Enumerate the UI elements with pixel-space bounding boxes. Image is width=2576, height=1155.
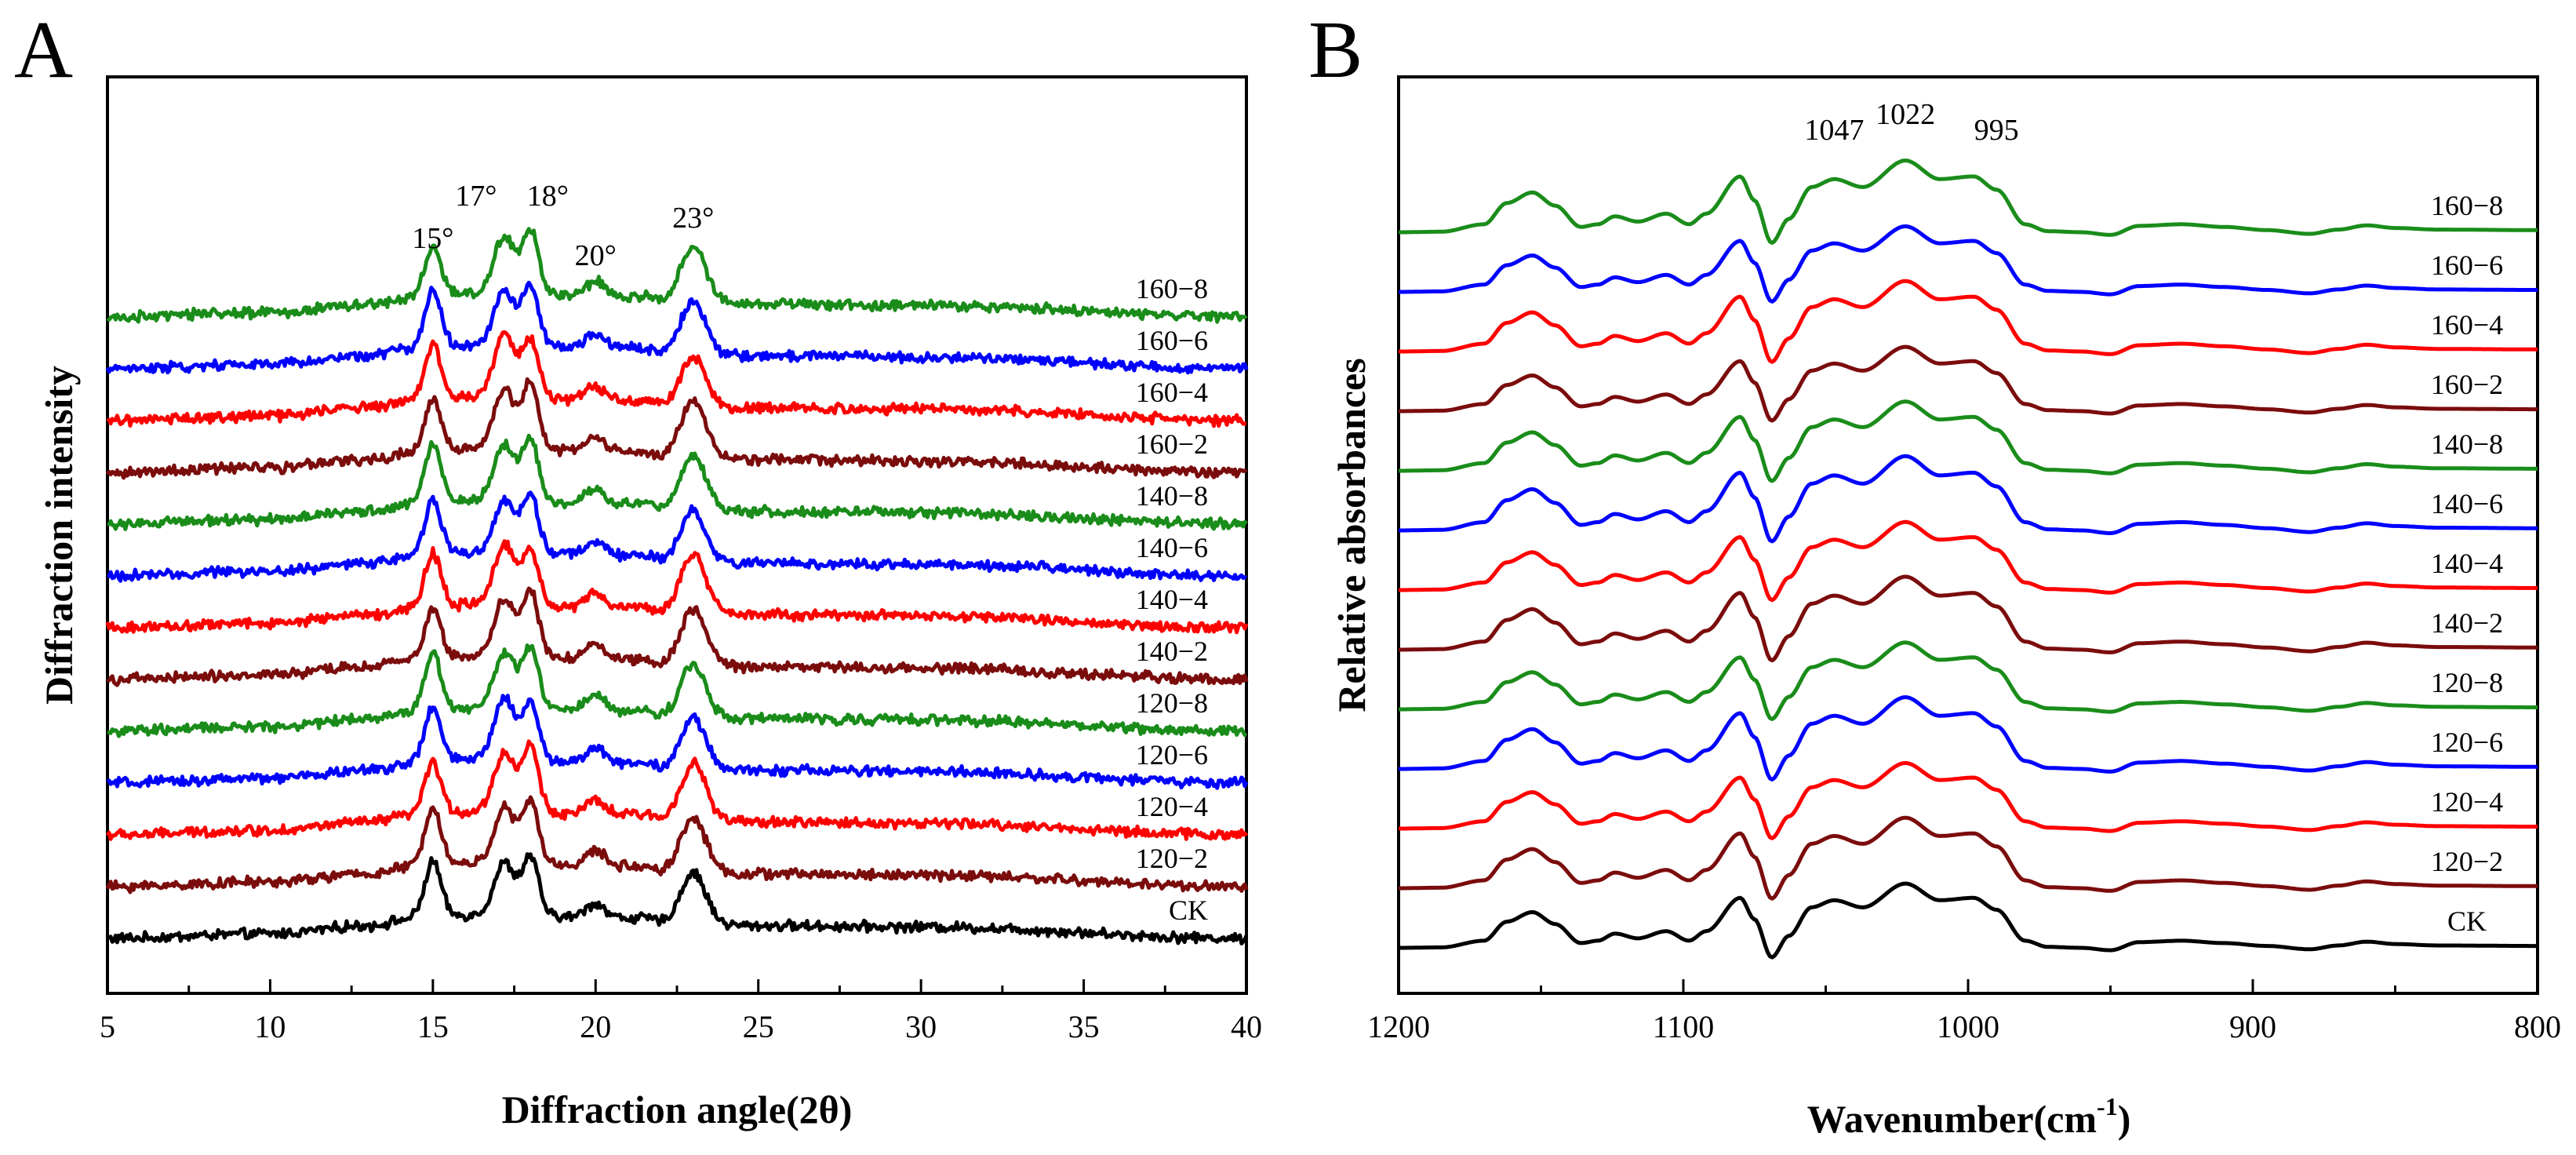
panel-a-series-label-120-2: 120−2 <box>1136 843 1208 874</box>
panel-a-series-label-120-6: 120−6 <box>1136 739 1208 771</box>
panel-a-series-line-120-4 <box>105 739 1249 841</box>
panel-b-series-label-160-6: 160−6 <box>2431 250 2503 281</box>
panel-b-plot-frame <box>1397 75 2539 995</box>
panel-b-series-line-140-8 <box>1399 399 2538 483</box>
panel-a-series-line-120-2 <box>105 795 1249 894</box>
panel-a-series-label-140-2: 140−2 <box>1136 636 1208 667</box>
panel-b-series-label-120-6: 120−6 <box>2431 727 2503 758</box>
panel-b-x-tick-label: 900 <box>2229 1009 2276 1044</box>
panel-a-series-label-120-8: 120−8 <box>1136 687 1208 719</box>
panel-a-series-line-140-4 <box>105 539 1249 635</box>
panel-b-x-tick-label: 1100 <box>1653 1009 1715 1044</box>
panel-b-series-label-140-8: 140−8 <box>2431 428 2503 460</box>
panel-b-series-line-160-4 <box>1399 279 2538 364</box>
panel-b-series-line-120-6 <box>1399 695 2538 782</box>
panel-a-peak-label: 23° <box>672 202 714 235</box>
panel-a-series-line-120-6 <box>106 694 1249 790</box>
panel-b-peak-label: 1022 <box>1876 98 1935 131</box>
panel-a: A 5 10 15 20 25 30 35 40 CK 120−2 120−4 120−6 120−8… <box>14 5 1262 1131</box>
panel-b-series-label-160-8: 160−8 <box>2431 190 2503 221</box>
panel-a-series-label-140-6: 140−6 <box>1136 532 1208 563</box>
panel-a-letter: A <box>14 5 73 95</box>
panel-a-x-tick-label: 20 <box>580 1009 611 1044</box>
panel-a-series-line-160-2 <box>105 377 1248 480</box>
panel-b-series-line-160-2 <box>1399 344 2538 423</box>
panel-a-x-tick-label: 30 <box>905 1009 937 1044</box>
panel-a-series-label-140-8: 140−8 <box>1136 480 1208 512</box>
panel-a-series-label-120-4: 120−4 <box>1136 791 1208 822</box>
panel-b-x-tick-label: 1000 <box>1937 1009 1999 1044</box>
panel-b-x-axis-title-end: ) <box>2118 1097 2131 1141</box>
panel-b-series-line-160-8 <box>1399 158 2538 245</box>
panel-b-series-line-140-4 <box>1399 519 2538 603</box>
panel-a-peak-label: 15° <box>412 222 453 255</box>
panel-a-series-line-160-6 <box>105 280 1249 375</box>
panel-b-series-label-140-4: 140−4 <box>2431 548 2503 579</box>
panel-b-peak-label: 1047 <box>1804 114 1864 147</box>
panel-a-series-line-140-8 <box>107 433 1248 531</box>
panel-b-series-label-120-4: 120−4 <box>2431 786 2503 818</box>
panel-a-y-axis-title: Diffraction intensity <box>37 366 81 705</box>
panel-a-peak-label: 18° <box>527 180 569 213</box>
panel-b-series-label-120-2: 120−2 <box>2431 846 2503 877</box>
panel-b-series-line-140-6 <box>1399 454 2538 544</box>
panel-b-series-line-120-2 <box>1399 815 2538 901</box>
panel-b-series-label-160-4: 160−4 <box>2431 309 2503 341</box>
panel-b-series-line-ck <box>1399 881 2538 960</box>
panel-a-series-line-140-6 <box>107 490 1247 583</box>
panel-a-series-label-ck: CK <box>1169 894 1208 926</box>
panel-a-series-line-ck <box>106 852 1249 945</box>
panel-b-series-label-140-6: 140−6 <box>2431 488 2503 519</box>
panel-a-series-label-160-2: 160−2 <box>1136 428 1208 460</box>
panel-b-x-tick-label: 800 <box>2514 1009 2561 1044</box>
panel-b-series-line-120-4 <box>1399 761 2538 840</box>
panel-b-x-axis-title-main: Wavenumber(cm <box>1807 1097 2097 1141</box>
panel-b-x-ticks: 1200 1100 1000 900 800 <box>1367 979 2561 1044</box>
panel-b-series-label-ck: CK <box>2447 905 2487 937</box>
panel-b-series-label-160-2: 160−2 <box>2431 369 2503 400</box>
panel-a-series: CK 120−2 120−4 120−6 120−8 140−2 140−4 140−6 140… <box>105 227 1249 945</box>
panel-a-x-axis-title: Diffraction angle(2θ) <box>502 1088 853 1131</box>
panel-a-x-ticks: 5 10 15 20 25 30 35 40 <box>100 979 1262 1044</box>
panel-a-x-tick-label: 15 <box>417 1009 449 1044</box>
panel-a-series-label-160-4: 160−4 <box>1136 377 1208 408</box>
panel-b-series-line-140-2 <box>1399 574 2538 663</box>
panel-b-letter: B <box>1308 5 1363 95</box>
panel-a-peak-label: 17° <box>455 180 497 213</box>
panel-a-peak-labels: 15°17° 18°20° 23° <box>412 180 714 272</box>
panel-b-x-axis-title-sup: -1 <box>2097 1092 2118 1120</box>
panel-b-series-label-120-8: 120−8 <box>2431 667 2503 698</box>
panel-a-x-tick-label: 5 <box>100 1009 115 1044</box>
panel-b-series-label-140-2: 140−2 <box>2431 607 2503 639</box>
panel-b-peak-label: 995 <box>1974 114 2019 147</box>
panel-b-peak-labels: 1047 1022 995 <box>1804 98 2018 147</box>
panel-b-x-tick-label: 1200 <box>1367 1009 1430 1044</box>
panel-a-x-tick-label: 10 <box>254 1009 286 1044</box>
panel-b-series-line-160-6 <box>1399 224 2538 304</box>
panel-a-series-line-160-8 <box>106 227 1248 324</box>
panel-b-x-axis-title: Wavenumber(cm-1) <box>1807 1092 2131 1141</box>
panel-a-series-line-160-4 <box>106 330 1247 428</box>
panel-b-y-axis-title: Relative absorbances <box>1330 358 1374 712</box>
panel-a-x-tick-label: 25 <box>743 1009 774 1044</box>
panel-a-series-line-140-2 <box>106 586 1249 687</box>
panel-a-x-tick-label: 40 <box>1231 1009 1262 1044</box>
panel-a-series-line-120-8 <box>107 643 1248 738</box>
panel-a-peak-label: 20° <box>575 239 617 272</box>
panel-b-series-line-120-8 <box>1399 640 2538 721</box>
panel-a-series-label-160-8: 160−8 <box>1136 273 1208 304</box>
panel-b-series: CK 120−2 120−4 120−6 120−8 140−2 140−4 140−6 140… <box>1399 158 2538 960</box>
panel-a-x-tick-label: 35 <box>1068 1009 1100 1044</box>
panel-a-series-label-140-4: 140−4 <box>1136 584 1208 615</box>
panel-b: B 1200 1100 1000 900 800 CK 120−2 120−4 120−6 12… <box>1308 5 2561 1141</box>
panel-a-series-label-160-6: 160−6 <box>1136 325 1208 356</box>
